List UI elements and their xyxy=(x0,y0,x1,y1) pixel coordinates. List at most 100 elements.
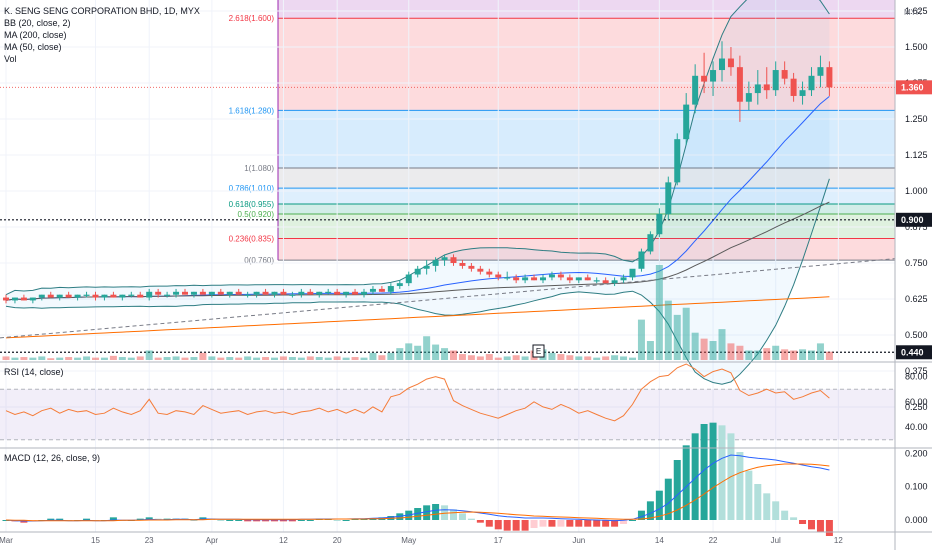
bb-fill xyxy=(6,0,830,385)
candle-body xyxy=(217,291,224,295)
chart-title: K. SENG SENG CORPORATION BHD, 1D, MYX xyxy=(4,6,200,16)
macd-histogram-bar xyxy=(664,478,672,520)
candle-body xyxy=(405,274,412,284)
ma50-line xyxy=(5,201,830,301)
volume-bar xyxy=(190,357,198,360)
macd-histogram-bar xyxy=(530,520,538,528)
macd-histogram-bar xyxy=(629,520,636,521)
volume-bar xyxy=(664,300,672,360)
candle xyxy=(710,61,717,96)
volume-bar xyxy=(163,357,171,360)
candle xyxy=(584,274,591,281)
volume-bar xyxy=(154,357,162,360)
macd-histogram-bar xyxy=(262,520,270,522)
price-tick-1: 1.625 xyxy=(905,6,928,16)
volume-bar xyxy=(566,355,574,360)
candle-body xyxy=(620,277,627,281)
candle xyxy=(477,265,484,275)
rsi-tick-1: 60.00 xyxy=(905,397,928,407)
candle xyxy=(182,288,188,295)
legend-ma200[interactable]: MA (200, close) xyxy=(4,30,67,40)
macd-histogram-bar xyxy=(736,452,744,520)
candle-body xyxy=(414,268,421,275)
candle xyxy=(799,81,806,105)
candle-body xyxy=(763,84,770,91)
candle xyxy=(754,70,761,105)
candle-body xyxy=(298,291,305,295)
macd-histogram-bar xyxy=(539,520,547,527)
volume-bar xyxy=(11,357,19,360)
candle xyxy=(262,288,269,295)
volume-bar xyxy=(512,355,520,360)
candle xyxy=(199,288,206,295)
marker-0900-bg xyxy=(896,212,932,227)
candle-body xyxy=(557,274,564,278)
candle xyxy=(119,294,126,301)
volume-bar xyxy=(172,356,180,360)
macd-histogram-bar xyxy=(816,520,824,532)
main-legend: K. SENG SENG CORPORATION BHD, 1D, MYX BB… xyxy=(4,5,200,65)
date-label-5: 20 xyxy=(333,536,342,545)
volume-bar xyxy=(288,357,296,360)
volume-bar xyxy=(816,343,824,360)
legend-bb[interactable]: BB (20, close, 2) xyxy=(4,18,71,28)
macd-histogram-bar xyxy=(47,518,55,520)
fib-zone-top xyxy=(278,0,895,19)
macd-legend[interactable]: MACD (12, 26, close, 9) xyxy=(4,452,100,464)
macd-histogram-bar xyxy=(271,520,278,522)
candle-body xyxy=(119,294,126,298)
macd-signal-line xyxy=(5,463,830,522)
volume-bar xyxy=(217,357,225,360)
candle xyxy=(11,297,18,304)
candle-body xyxy=(450,257,457,263)
candle xyxy=(325,288,332,295)
candle-body xyxy=(736,67,743,102)
macd-histogram-bar xyxy=(691,433,699,520)
candle xyxy=(674,133,681,186)
candle-body xyxy=(817,67,824,76)
candle xyxy=(173,288,180,298)
volume-bar xyxy=(74,357,82,360)
candle xyxy=(20,294,27,301)
volume-bar xyxy=(825,351,833,360)
last-price-badge-text: 1.360 xyxy=(901,82,924,92)
price-tick-7: 0.875 xyxy=(905,222,928,232)
candle-body xyxy=(182,291,188,295)
candle xyxy=(459,260,466,269)
macd-histogram-bar xyxy=(136,518,144,520)
volume-bar xyxy=(700,338,708,360)
date-label-3: Apr xyxy=(206,536,219,545)
volume-bar xyxy=(602,356,610,360)
candle-body xyxy=(29,297,36,301)
macd-histogram-bar xyxy=(342,520,350,521)
macd-histogram-bar xyxy=(83,518,91,520)
legend-vol[interactable]: Vol xyxy=(4,54,17,64)
macd-histogram-bar xyxy=(369,518,377,520)
candle xyxy=(593,277,600,284)
volume-bar xyxy=(226,357,234,360)
candle xyxy=(352,288,359,295)
volume-bar xyxy=(557,354,565,360)
candle xyxy=(423,260,430,275)
fib-zone-1 xyxy=(278,110,895,168)
candle-body xyxy=(316,291,323,295)
candle-body xyxy=(683,104,690,140)
candle-body xyxy=(226,291,233,295)
candle xyxy=(226,291,233,298)
volume-bar xyxy=(20,357,28,360)
earnings-marker: E xyxy=(532,344,545,358)
candle xyxy=(414,265,421,278)
candle xyxy=(665,176,672,220)
candle xyxy=(47,291,54,298)
legend-ma50[interactable]: MA (50, close) xyxy=(4,42,62,52)
rsi-legend[interactable]: RSI (14, close) xyxy=(4,366,64,378)
candle xyxy=(441,254,448,266)
volume-bar xyxy=(476,356,484,360)
macd-histogram-bar xyxy=(637,510,645,520)
candle xyxy=(656,208,663,238)
volume-bar xyxy=(709,341,717,360)
candle-body xyxy=(20,297,27,301)
volume-bar xyxy=(521,356,529,360)
macd-histogram-bar xyxy=(56,518,64,520)
date-label-4: 12 xyxy=(279,536,288,545)
